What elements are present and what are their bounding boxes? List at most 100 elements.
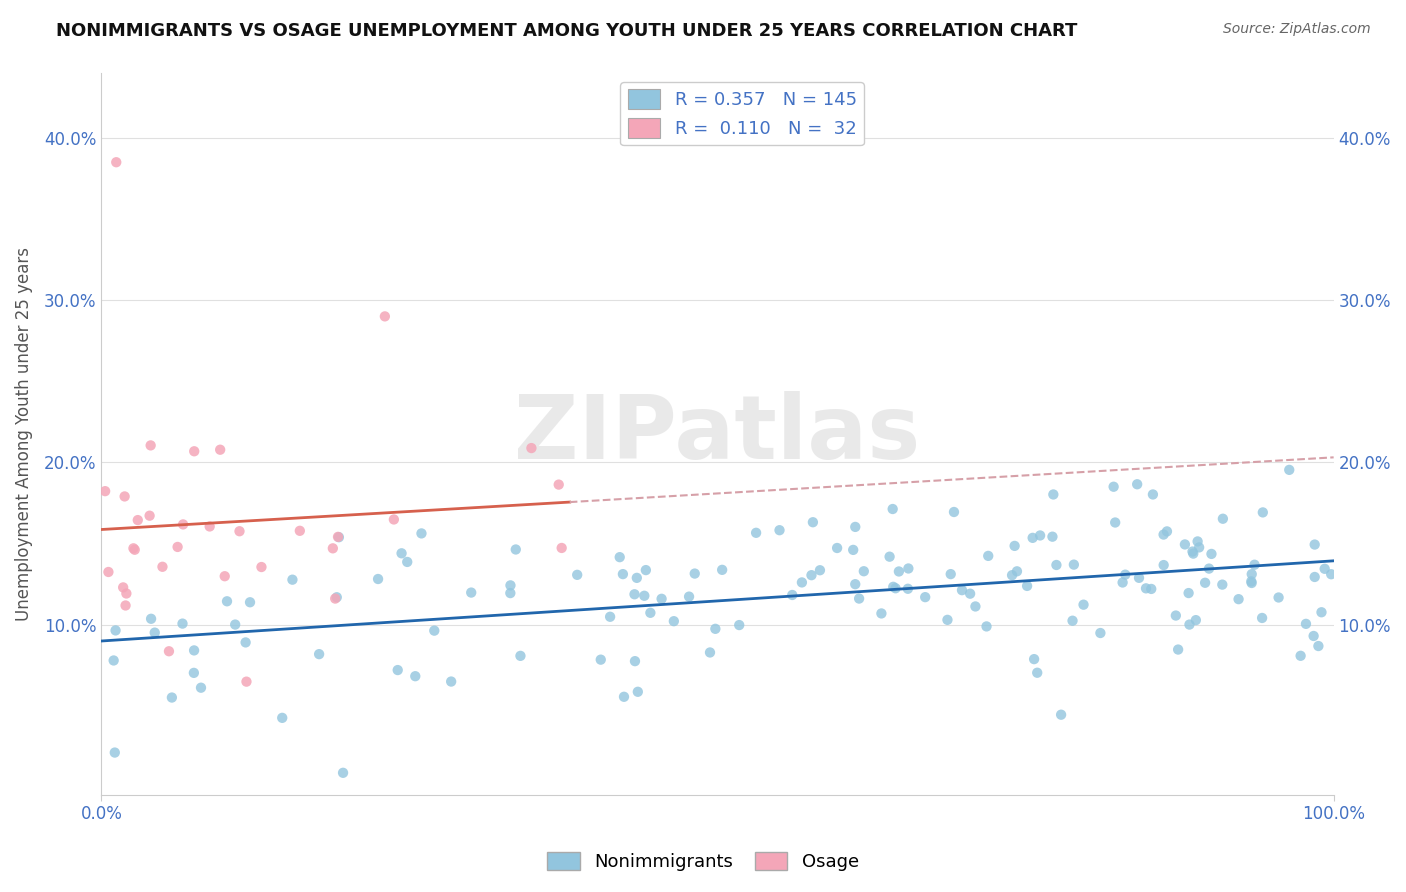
Point bbox=[391, 546, 413, 560]
Point bbox=[662, 614, 685, 628]
Point bbox=[977, 549, 1000, 563]
Point bbox=[235, 674, 257, 689]
Point bbox=[870, 607, 893, 621]
Point bbox=[1004, 539, 1026, 553]
Point bbox=[1045, 558, 1067, 572]
Point bbox=[323, 591, 346, 606]
Point bbox=[882, 502, 904, 516]
Y-axis label: Unemployment Among Youth under 25 years: Unemployment Among Youth under 25 years bbox=[15, 247, 32, 621]
Point bbox=[887, 565, 910, 579]
Point bbox=[634, 563, 657, 577]
Point bbox=[1313, 562, 1336, 576]
Point bbox=[1212, 512, 1234, 526]
Point bbox=[1240, 574, 1263, 589]
Point bbox=[550, 541, 572, 555]
Text: Source: ZipAtlas.com: Source: ZipAtlas.com bbox=[1223, 22, 1371, 37]
Point bbox=[127, 513, 149, 527]
Point bbox=[699, 645, 721, 659]
Point bbox=[633, 589, 655, 603]
Point bbox=[520, 441, 543, 455]
Point bbox=[198, 519, 221, 533]
Point bbox=[509, 648, 531, 663]
Point bbox=[976, 619, 998, 633]
Point bbox=[1201, 547, 1223, 561]
Point bbox=[1090, 626, 1112, 640]
Point bbox=[1021, 531, 1043, 545]
Point bbox=[1062, 614, 1084, 628]
Point bbox=[852, 564, 875, 578]
Point bbox=[589, 653, 612, 667]
Point bbox=[1289, 648, 1312, 663]
Point bbox=[897, 561, 920, 575]
Point bbox=[190, 681, 212, 695]
Point bbox=[104, 746, 127, 760]
Point bbox=[1142, 487, 1164, 501]
Point bbox=[768, 523, 790, 537]
Point bbox=[172, 517, 194, 532]
Point bbox=[374, 310, 396, 324]
Point bbox=[1251, 505, 1274, 519]
Point bbox=[215, 594, 238, 608]
Point bbox=[1227, 592, 1250, 607]
Point bbox=[332, 765, 354, 780]
Point bbox=[505, 542, 527, 557]
Point bbox=[626, 571, 648, 585]
Point bbox=[224, 617, 246, 632]
Point bbox=[1114, 567, 1136, 582]
Point bbox=[114, 490, 136, 504]
Point bbox=[1111, 575, 1133, 590]
Point bbox=[1017, 579, 1039, 593]
Point bbox=[704, 622, 727, 636]
Point bbox=[965, 599, 987, 614]
Point bbox=[1126, 477, 1149, 491]
Point bbox=[411, 526, 433, 541]
Point bbox=[214, 569, 236, 583]
Point bbox=[1153, 558, 1175, 572]
Point bbox=[328, 530, 350, 544]
Point bbox=[160, 690, 183, 705]
Point bbox=[1185, 613, 1208, 627]
Point bbox=[1240, 576, 1263, 591]
Point bbox=[94, 484, 117, 499]
Point bbox=[1295, 616, 1317, 631]
Point bbox=[152, 559, 174, 574]
Point bbox=[825, 541, 848, 555]
Point bbox=[842, 542, 865, 557]
Point bbox=[609, 550, 631, 565]
Point bbox=[1303, 570, 1326, 584]
Point bbox=[848, 591, 870, 606]
Point bbox=[950, 583, 973, 598]
Point bbox=[440, 674, 463, 689]
Point bbox=[567, 567, 589, 582]
Point bbox=[157, 644, 180, 658]
Point bbox=[105, 155, 128, 169]
Point bbox=[1310, 605, 1333, 619]
Point bbox=[250, 560, 273, 574]
Point bbox=[1153, 527, 1175, 541]
Point bbox=[166, 540, 188, 554]
Point bbox=[139, 438, 162, 452]
Point bbox=[404, 669, 426, 683]
Point bbox=[1164, 608, 1187, 623]
Point bbox=[172, 616, 194, 631]
Point bbox=[651, 591, 673, 606]
Point bbox=[103, 653, 125, 667]
Point bbox=[499, 578, 522, 592]
Point bbox=[1188, 541, 1211, 555]
Point bbox=[367, 572, 389, 586]
Point bbox=[613, 690, 636, 704]
Point bbox=[460, 585, 482, 599]
Point bbox=[599, 609, 621, 624]
Point bbox=[326, 530, 349, 544]
Point bbox=[1177, 586, 1199, 600]
Point bbox=[235, 635, 257, 649]
Point bbox=[1182, 547, 1205, 561]
Point bbox=[678, 590, 700, 604]
Point bbox=[1278, 463, 1301, 477]
Point bbox=[1073, 598, 1095, 612]
Point bbox=[114, 599, 136, 613]
Point bbox=[627, 685, 650, 699]
Point bbox=[499, 586, 522, 600]
Point bbox=[711, 563, 734, 577]
Point bbox=[623, 587, 645, 601]
